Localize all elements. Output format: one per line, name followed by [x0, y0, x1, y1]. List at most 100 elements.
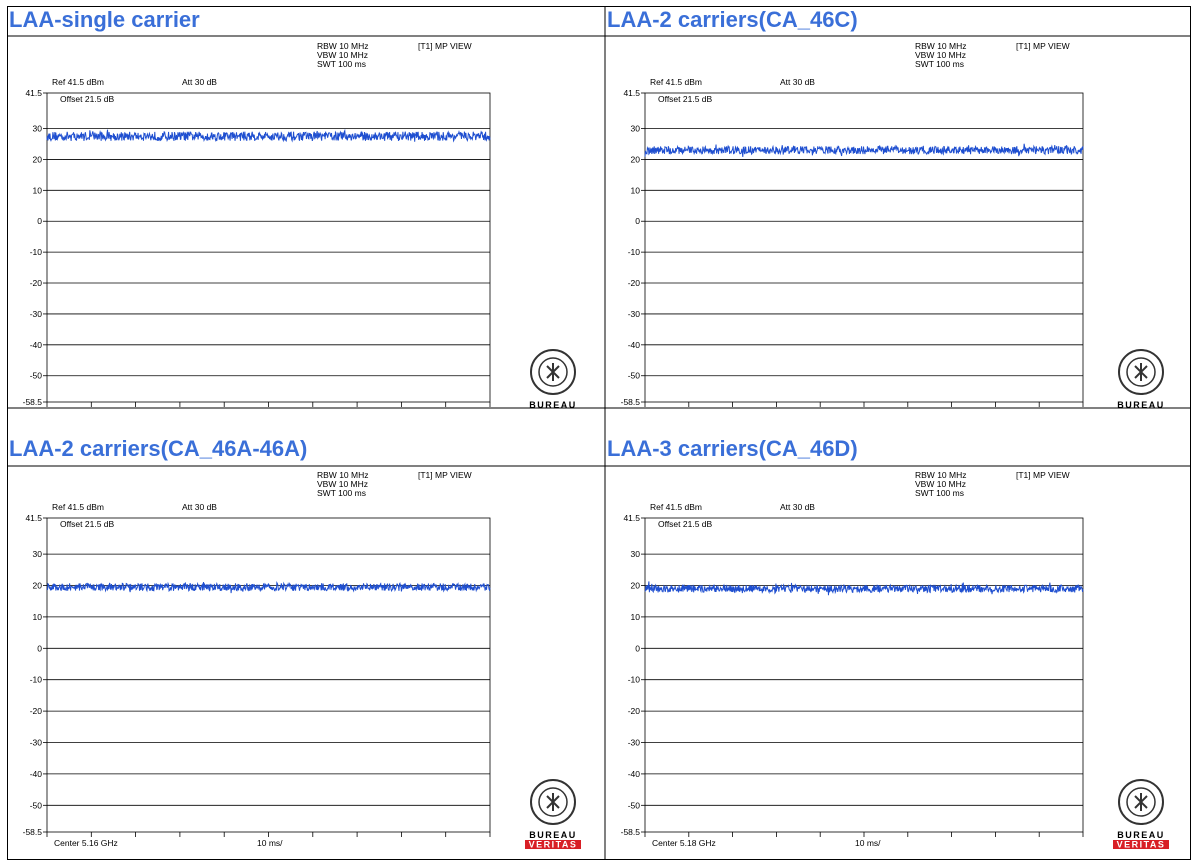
panel-title: LAA-2 carriers(CA_46A-46A)	[9, 436, 308, 461]
logo-word-bottom: VERITAS	[1117, 840, 1166, 850]
y-tick-label: -20	[628, 278, 641, 288]
y-tick-label: -30	[628, 309, 641, 319]
logo-red-band	[1113, 840, 1169, 849]
y-tick-label: -40	[30, 769, 43, 779]
y-tick-label: 41.5	[623, 88, 640, 98]
y-tick-label: 20	[631, 581, 641, 591]
y-tick-label: -10	[30, 247, 43, 257]
y-tick-label: 20	[33, 154, 43, 164]
plot-frame	[46, 92, 491, 403]
center-frequency-label: Center 5.18 GHz	[652, 838, 716, 848]
signal-trace	[644, 143, 1084, 157]
signal-trace	[46, 128, 491, 143]
x-division-label: 10 ms/	[257, 838, 283, 848]
y-tick-label: -10	[628, 675, 641, 685]
logo-seal-mark	[1134, 793, 1148, 811]
attenuation-label: Att 30 dB	[780, 502, 815, 512]
y-tick-label: 10	[33, 185, 43, 195]
y-tick-label: -40	[628, 769, 641, 779]
y-tick-label: 30	[33, 124, 43, 134]
y-tick-label: 41.5	[623, 513, 640, 523]
rbw-label: RBW 10 MHz	[915, 470, 966, 480]
logo-word-top: BUREAU	[529, 830, 577, 840]
y-tick-label: -58.5	[621, 827, 641, 837]
swt-label: SWT 100 ms	[915, 488, 964, 498]
ref-level-label: Ref 41.5 dBm	[52, 77, 104, 87]
attenuation-label: Att 30 dB	[182, 502, 217, 512]
logo-word-top: BUREAU	[1117, 830, 1165, 840]
y-tick-label: -10	[30, 675, 43, 685]
logo-word-top: BUREAU	[529, 400, 577, 408]
logo-word-bottom: VERITAS	[529, 840, 578, 850]
trace-mode-label: [T1] MP VIEW	[1016, 41, 1070, 51]
y-tick-label: -30	[628, 738, 641, 748]
y-tick-label: -40	[628, 340, 641, 350]
y-tick-label: -50	[30, 371, 43, 381]
y-tick-label: 0	[37, 216, 42, 226]
y-tick-label: 30	[33, 549, 43, 559]
y-tick-label: 30	[631, 549, 641, 559]
logo-red-band	[525, 840, 581, 849]
vbw-label: VBW 10 MHz	[317, 479, 368, 489]
plot-frame	[644, 92, 1084, 403]
trace-mode-label: [T1] MP VIEW	[418, 470, 472, 480]
vbw-label: VBW 10 MHz	[915, 479, 966, 489]
logo-seal-mark	[546, 793, 560, 811]
center-frequency-label: Center 5.16 GHz	[54, 838, 118, 848]
rbw-label: RBW 10 MHz	[317, 41, 368, 51]
y-tick-label: -50	[628, 800, 641, 810]
panel-title: LAA-single carrier	[9, 7, 200, 32]
plot-frame	[644, 517, 1084, 833]
y-tick-label: -30	[30, 738, 43, 748]
attenuation-label: Att 30 dB	[780, 77, 815, 87]
panel-title: LAA-2 carriers(CA_46C)	[607, 7, 858, 32]
y-tick-label: -20	[30, 706, 43, 716]
ref-level-label: Ref 41.5 dBm	[52, 502, 104, 512]
y-tick-label: 41.5	[25, 513, 42, 523]
y-tick-label: 20	[631, 154, 641, 164]
offset-label: Offset 21.5 dB	[658, 519, 713, 529]
y-tick-label: -50	[30, 800, 43, 810]
logo-seal-mark	[1134, 363, 1148, 381]
swt-label: SWT 100 ms	[915, 59, 964, 69]
chart-grid: LAA-single carrier RBW 10 MHz VBW 10 MHz S…	[7, 6, 1191, 861]
y-tick-label: -20	[30, 278, 43, 288]
y-tick-label: 0	[635, 643, 640, 653]
y-tick-label: -58.5	[23, 827, 43, 837]
vbw-label: VBW 10 MHz	[317, 50, 368, 60]
swt-label: SWT 100 ms	[317, 488, 366, 498]
y-tick-label: -30	[30, 309, 43, 319]
logo-seal-mark	[546, 363, 560, 381]
swt-label: SWT 100 ms	[317, 59, 366, 69]
plot-frame	[46, 517, 491, 833]
y-tick-label: -58.5	[621, 397, 641, 407]
rbw-label: RBW 10 MHz	[915, 41, 966, 51]
offset-label: Offset 21.5 dB	[60, 519, 115, 529]
trace-mode-label: [T1] MP VIEW	[418, 41, 472, 51]
y-tick-label: 10	[33, 612, 43, 622]
y-tick-label: 30	[631, 124, 641, 134]
signal-trace	[46, 581, 491, 594]
trace-mode-label: [T1] MP VIEW	[1016, 470, 1070, 480]
signal-trace	[644, 581, 1084, 596]
panel-title: LAA-3 carriers(CA_46D)	[607, 436, 858, 461]
logo-word-top: BUREAU	[1117, 400, 1165, 408]
y-tick-label: 41.5	[25, 88, 42, 98]
x-division-label: 10 ms/	[855, 838, 881, 848]
y-tick-label: 10	[631, 185, 641, 195]
offset-label: Offset 21.5 dB	[658, 94, 713, 104]
ref-level-label: Ref 41.5 dBm	[650, 502, 702, 512]
y-tick-label: 0	[635, 216, 640, 226]
y-tick-label: 0	[37, 643, 42, 653]
y-tick-label: -50	[628, 371, 641, 381]
offset-label: Offset 21.5 dB	[60, 94, 115, 104]
vbw-label: VBW 10 MHz	[915, 50, 966, 60]
y-tick-label: -20	[628, 706, 641, 716]
